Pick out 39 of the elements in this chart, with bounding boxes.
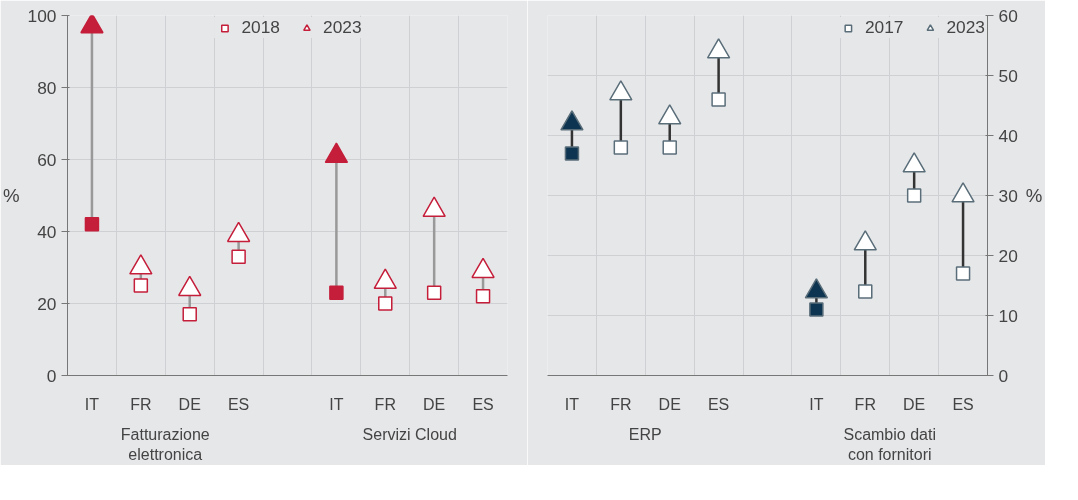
- y-tick-label: 20: [37, 293, 57, 314]
- legend-label: 2018: [241, 17, 280, 38]
- y-tick-label: 100: [27, 5, 57, 26]
- x-tick-label: IT: [564, 395, 580, 413]
- y2-tick-label: 10: [998, 305, 1018, 326]
- y-tick-label: 40: [37, 221, 57, 242]
- y2-axis-title: %: [1025, 185, 1043, 206]
- text: Servizi Cloud: [362, 425, 457, 443]
- y-tick-label: 60: [37, 149, 57, 170]
- x-tick-label: ES: [707, 395, 730, 413]
- text: Scambio dati con fornitori: [843, 425, 936, 463]
- x-tick-label: FR: [610, 395, 632, 413]
- y2-tick-label: 20: [998, 245, 1018, 266]
- y-axis-title: %: [3, 185, 20, 206]
- text: ERP: [628, 425, 662, 443]
- y2-tick-label: 0: [998, 365, 1009, 386]
- x-tick-label: ES: [227, 395, 250, 413]
- legend-label: 2023: [323, 17, 362, 38]
- legend-label: 2023: [946, 17, 985, 38]
- x-tick-label: IT: [329, 395, 344, 413]
- x-tick-label: ES: [952, 395, 974, 413]
- x-tick-label: DE: [423, 395, 446, 413]
- y2-tick-label: 60: [998, 5, 1018, 26]
- y2-tick-label: 40: [998, 125, 1018, 146]
- x-tick-label: FR: [854, 395, 876, 413]
- text: Fatturazione elettronica: [120, 425, 210, 463]
- x-tick-label: DE: [178, 395, 201, 413]
- y-tick-label: 80: [37, 77, 57, 98]
- legend-label: 2017: [864, 17, 904, 38]
- y2-tick-label: 30: [998, 185, 1018, 206]
- x-tick-label: FR: [374, 395, 396, 413]
- x-tick-label: DE: [658, 395, 681, 413]
- y2-tick-label: 50: [998, 65, 1018, 86]
- x-tick-label: IT: [84, 395, 100, 413]
- x-tick-label: ES: [472, 395, 494, 413]
- x-tick-label: DE: [903, 395, 926, 413]
- x-tick-label: IT: [809, 395, 824, 413]
- y-tick-label: 0: [46, 365, 57, 386]
- x-tick-label: FR: [130, 395, 152, 413]
